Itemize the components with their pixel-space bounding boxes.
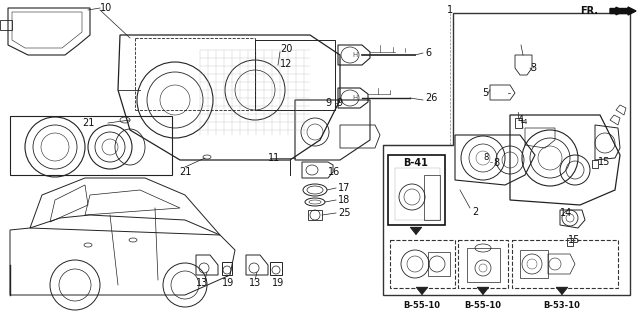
Text: 3: 3	[530, 63, 536, 73]
Text: 4: 4	[523, 119, 527, 125]
Text: 10: 10	[100, 3, 112, 13]
FancyArrow shape	[610, 7, 636, 15]
Text: 13: 13	[249, 278, 261, 288]
Text: 15: 15	[568, 235, 580, 245]
Text: 25: 25	[338, 208, 351, 218]
Bar	[10, 116, 172, 175]
Text: B-55-10: B-55-10	[403, 300, 440, 309]
Bar	[512, 240, 618, 288]
Text: 9: 9	[336, 98, 342, 108]
Text: 21: 21	[82, 118, 94, 128]
Text: H: H	[353, 95, 358, 101]
Text: 12: 12	[280, 59, 292, 69]
Text: 17: 17	[338, 183, 350, 193]
Bar	[390, 240, 455, 288]
Bar	[458, 240, 508, 288]
Text: B-53-10: B-53-10	[543, 300, 580, 309]
Bar	[255, 40, 335, 110]
Text: 6: 6	[425, 48, 431, 58]
Text: 15: 15	[598, 157, 611, 167]
Text: B-41: B-41	[404, 158, 428, 168]
Text: 1: 1	[447, 5, 453, 15]
Text: H: H	[353, 52, 358, 58]
Text: 2: 2	[472, 207, 478, 217]
Text: 14: 14	[560, 208, 572, 218]
Text: 20: 20	[280, 44, 292, 54]
Text: B-55-10: B-55-10	[465, 300, 502, 309]
Text: 4: 4	[518, 115, 524, 125]
Text: 19: 19	[222, 278, 234, 288]
Text: 8: 8	[493, 158, 499, 168]
Text: 26: 26	[425, 93, 437, 103]
Bar	[388, 155, 445, 225]
Text: FR.: FR.	[580, 6, 598, 16]
Text: 19: 19	[272, 278, 284, 288]
Text: 9: 9	[326, 98, 332, 108]
Text: 11: 11	[268, 153, 280, 163]
Text: 18: 18	[338, 195, 350, 205]
Text: 5: 5	[482, 88, 488, 98]
Text: 8: 8	[483, 153, 488, 162]
Text: 13: 13	[196, 278, 208, 288]
Text: 16: 16	[328, 167, 340, 177]
Text: 21: 21	[179, 167, 191, 177]
